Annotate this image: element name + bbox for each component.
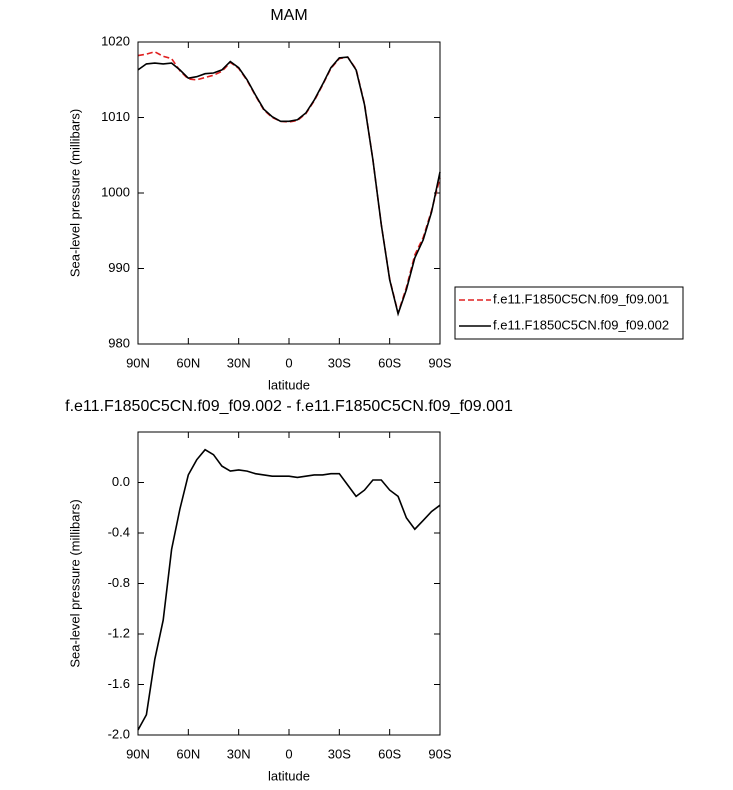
y-tick-label: 1010 bbox=[101, 109, 130, 124]
x-tick-label: 90S bbox=[428, 355, 451, 370]
y-tick-label: 990 bbox=[108, 260, 130, 275]
x-tick-label: 0 bbox=[285, 746, 292, 761]
chart-title: MAM bbox=[270, 7, 307, 24]
y-tick-label: 1020 bbox=[101, 33, 130, 48]
chart-title: f.e11.F1850C5CN.f09_f09.002 - f.e11.F185… bbox=[65, 398, 513, 415]
x-tick-label: 30N bbox=[227, 355, 251, 370]
y-tick-label: 1000 bbox=[101, 184, 130, 199]
x-tick-label: 60S bbox=[378, 355, 401, 370]
plot-frame bbox=[137, 431, 441, 736]
y-tick-label: -2.0 bbox=[108, 726, 130, 741]
x-axis-label: latitude bbox=[268, 768, 310, 783]
x-axis-label: latitude bbox=[268, 377, 310, 392]
x-tick-label: 90N bbox=[126, 355, 150, 370]
x-tick-label: 60N bbox=[176, 355, 200, 370]
x-tick-label: 90N bbox=[126, 746, 150, 761]
y-tick-label: -1.6 bbox=[108, 676, 130, 691]
series-line bbox=[137, 56, 441, 317]
legend-box bbox=[454, 286, 684, 340]
y-tick-label: 980 bbox=[108, 335, 130, 350]
x-tick-label: 60N bbox=[176, 746, 200, 761]
x-tick-label: 0 bbox=[285, 355, 292, 370]
legend-label: f.e11.F1850C5CN.f09_f09.002 bbox=[493, 317, 669, 332]
legend-label: f.e11.F1850C5CN.f09_f09.001 bbox=[493, 291, 669, 306]
x-tick-label: 90S bbox=[428, 746, 451, 761]
x-tick-label: 60S bbox=[378, 746, 401, 761]
y-tick-label: 0.0 bbox=[112, 474, 130, 489]
y-axis-label: Sea-level pressure (millibars) bbox=[67, 499, 82, 667]
y-tick-label: -1.2 bbox=[108, 625, 130, 640]
series-line bbox=[137, 448, 441, 731]
y-tick-label: -0.4 bbox=[108, 524, 130, 539]
series-line bbox=[137, 50, 441, 316]
x-tick-label: 30S bbox=[328, 355, 351, 370]
x-tick-label: 30S bbox=[328, 746, 351, 761]
y-axis-label: Sea-level pressure (millibars) bbox=[67, 109, 82, 277]
x-tick-label: 30N bbox=[227, 746, 251, 761]
plot-frame bbox=[137, 41, 441, 345]
y-tick-label: -0.8 bbox=[108, 575, 130, 590]
